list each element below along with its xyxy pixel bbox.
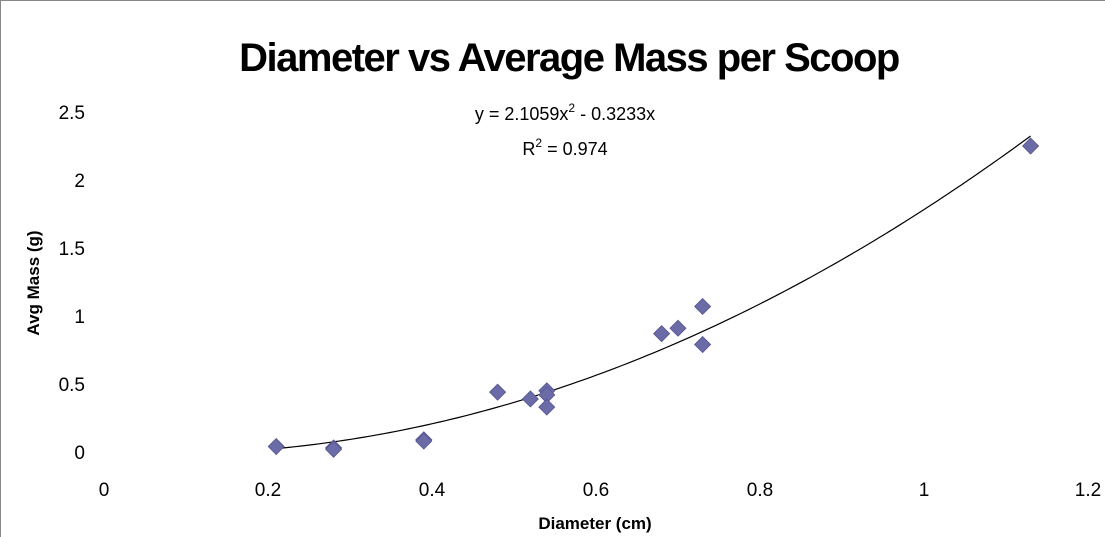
x-tick-label: 0.4 (419, 480, 446, 501)
data-point (521, 390, 539, 408)
data-point (694, 335, 712, 354)
y-tick-label: 1.5 (59, 239, 85, 260)
data-point (669, 319, 687, 337)
r2-superscript: 2 (535, 136, 542, 150)
x-tick-label: 1 (919, 480, 930, 501)
r-squared-label: R2 = 0.974 (522, 136, 607, 159)
data-point (538, 398, 556, 416)
trendline-group (276, 135, 1031, 450)
r2-tail: = 0.974 (542, 139, 608, 159)
y-axis: 0 0.5 1 1.5 2 2.5 (59, 103, 85, 464)
data-point (489, 383, 507, 401)
data-point (325, 440, 343, 458)
trendline-equation: y = 2.1059x2 - 0.3233x (475, 101, 655, 124)
data-point (415, 432, 433, 450)
equation-superscript: 2 (568, 101, 575, 115)
x-axis-label: Diameter (cm) (538, 514, 651, 533)
x-tick-label: 0.8 (747, 480, 773, 501)
data-point (267, 437, 285, 456)
y-tick-label: 1 (74, 307, 85, 328)
equation-tail: - 0.3233x (575, 104, 655, 124)
y-tick-label: 0 (74, 443, 85, 464)
x-tick-label: 0.2 (255, 480, 281, 501)
data-points (267, 137, 1040, 458)
data-point (1022, 137, 1040, 155)
x-axis: 0 0.2 0.4 0.6 0.8 1 1.2 (99, 480, 1102, 501)
data-point (694, 297, 712, 316)
y-tick-label: 0.5 (59, 375, 85, 396)
y-tick-label: 2 (74, 171, 85, 192)
y-axis-label: Avg Mass (g) (24, 230, 43, 335)
y-tick-label: 2.5 (59, 103, 85, 124)
chart-title: Diameter vs Average Mass per Scoop (239, 36, 899, 80)
x-tick-label: 0.6 (583, 480, 609, 501)
r2-main: R (522, 139, 535, 159)
x-tick-label: 0 (99, 480, 110, 501)
trendline (276, 135, 1031, 450)
x-tick-label: 1.2 (1075, 480, 1101, 501)
data-point (653, 325, 671, 343)
equation-main: y = 2.1059x (475, 104, 569, 124)
